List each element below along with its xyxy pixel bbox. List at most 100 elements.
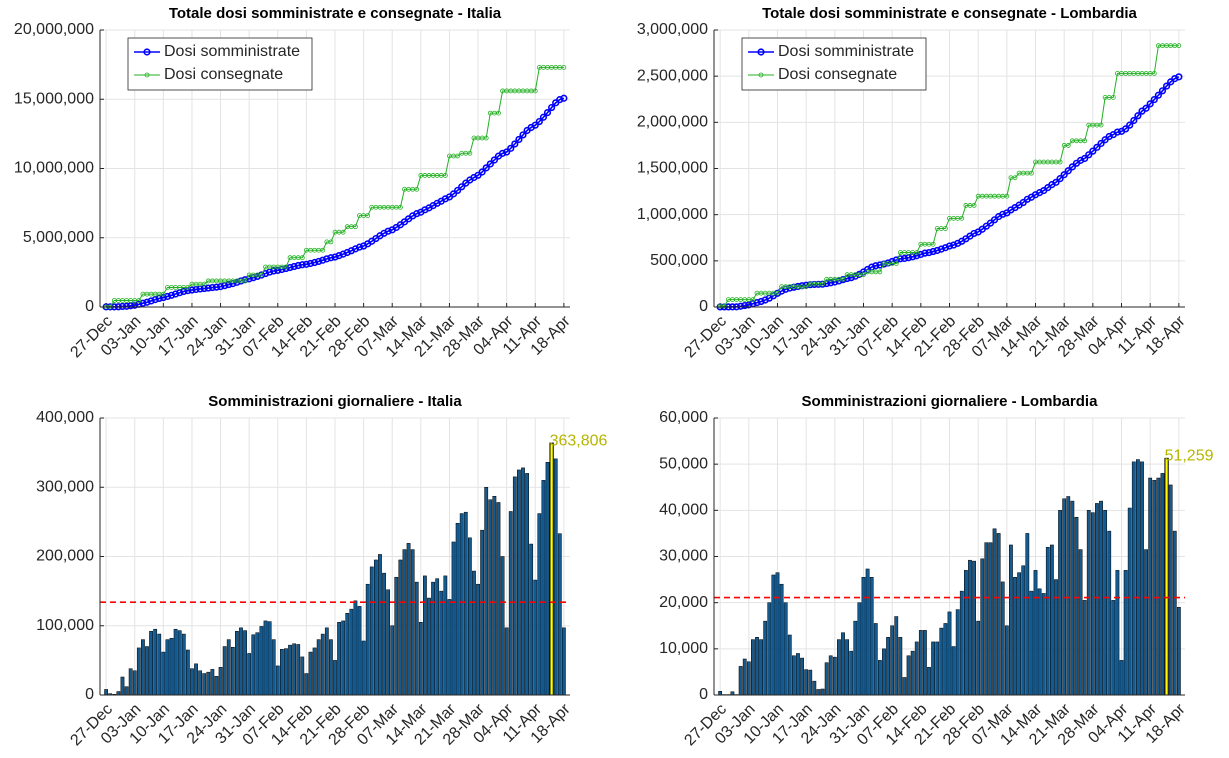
bar [243,630,247,696]
bar [423,575,427,696]
y-tick-label: 200,000 [36,548,94,565]
marker [127,302,135,310]
marker [180,287,188,296]
bar [312,647,317,696]
marker [1068,163,1076,171]
marker [331,253,339,261]
marker [548,103,556,112]
bar [275,665,280,696]
bar [202,673,207,696]
subplot: Somministrazioni giornaliere - Lombardia… [659,393,1214,749]
bar [787,634,792,696]
bar [173,628,178,696]
bar [882,648,886,696]
value-label: 363,806 [550,432,608,449]
bar [357,606,362,696]
marker [286,263,294,272]
chart-title: Totale dosi somministrate e consegnate -… [762,5,1137,22]
bar [206,671,211,696]
bar [194,663,198,696]
legend-marker [143,48,151,56]
marker [909,253,917,261]
bar [222,646,227,696]
bar [190,668,194,696]
marker [1176,43,1182,49]
bar [549,442,554,696]
bar [931,641,936,696]
bar [775,572,780,696]
bar [1029,590,1034,696]
bar [218,667,223,696]
bar [181,633,186,696]
marker [204,284,212,292]
marker [315,257,323,266]
bar [935,641,940,696]
marker [519,131,527,139]
bar [239,627,243,696]
marker [201,281,207,287]
bar [161,651,166,696]
marker [888,257,896,266]
marker [498,149,507,157]
bar [796,653,800,696]
marker [176,289,184,297]
bar [718,691,723,696]
marker [335,252,343,260]
marker [861,272,866,278]
bar [271,639,276,696]
chart-title: Somministrazioni giornaliere - Lombardia [802,393,1099,410]
bar [345,613,350,696]
bar [923,630,927,696]
marker [515,135,523,144]
marker [384,227,392,235]
marker [971,203,977,208]
bar [800,657,804,696]
bar [918,630,923,696]
bar [398,559,403,696]
y-tick-label: 10,000 [659,640,708,657]
bar [963,570,968,696]
bar [1136,459,1140,696]
y-tick-label: 2,500,000 [637,67,708,84]
bar [451,541,456,696]
legend-marker [757,48,765,56]
bar [1037,588,1042,696]
marker [561,64,567,70]
bar [251,634,256,696]
bar [390,625,395,696]
marker [306,259,315,268]
bar [1025,533,1030,696]
marker [413,210,421,218]
marker [943,226,948,231]
marker [328,239,334,245]
y-tick-label: 60,000 [659,409,708,426]
marker [757,297,765,306]
bar [561,627,566,696]
marker [1098,122,1104,128]
marker [355,243,364,251]
bar [1017,572,1022,696]
bar [284,648,288,696]
bar [467,537,472,696]
bar [779,583,784,696]
bar [537,513,542,696]
marker [1060,171,1068,179]
bar [1090,512,1095,696]
bar [279,649,284,696]
marker [1158,87,1167,95]
bar [906,655,911,696]
bar [783,602,788,696]
marker [290,262,298,271]
marker [556,96,564,104]
marker [827,279,835,287]
bar [529,543,534,696]
bar [857,602,862,696]
marker [212,283,221,291]
marker [147,297,155,305]
bar [1107,530,1112,696]
marker [458,183,466,191]
legend-marker [144,72,150,78]
marker [143,298,151,306]
legend-label: Dosi somministrate [778,43,914,60]
bar [488,499,493,696]
